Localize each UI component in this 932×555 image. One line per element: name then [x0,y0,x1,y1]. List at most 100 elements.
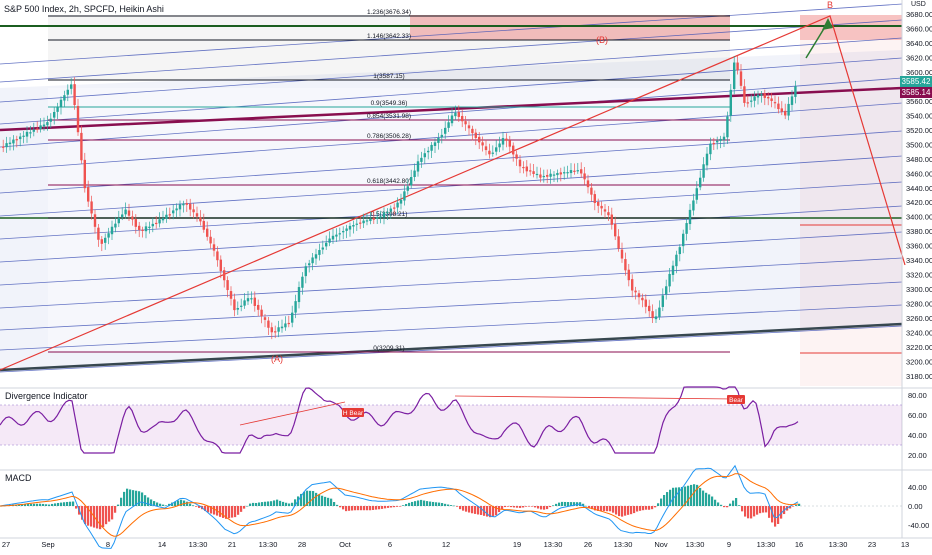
macd-histogram-bar [747,506,750,519]
macd-histogram-bar [495,506,498,516]
symbol-title[interactable]: S&P 500 Index, 2h, SPCFD, Heikin Ashi [4,4,164,14]
macd-histogram-bar [693,484,696,506]
price-tick-label: 3380.00 [906,227,932,236]
macd-histogram-bar [573,502,576,506]
candle-body [733,62,736,89]
candle-body [168,214,171,216]
macd-histogram-bar [354,506,357,511]
macd-histogram-bar [741,506,744,512]
macd-histogram-bar [102,506,105,528]
macd-histogram-bar [72,501,75,506]
candle-body [444,127,447,134]
candle-body [709,143,712,155]
candle-body [216,251,219,261]
candle-body [790,96,794,105]
macd-histogram-bar [426,501,429,506]
candle-body [688,209,692,225]
candle-body [100,239,103,244]
candle-body [641,297,644,301]
macd-histogram-bar [582,503,585,506]
macd-histogram-bar [207,506,210,513]
price-tick-label: 3500.00 [906,140,932,149]
macd-histogram-bar [738,505,741,506]
candle-body [66,89,69,95]
channel-line [0,57,903,125]
price-tick-label: 3240.00 [906,329,932,338]
candle-body [257,304,260,310]
candle-body [250,298,253,300]
macd-histogram-bar [762,506,765,513]
macd-histogram-bar [504,506,507,508]
macd-histogram-bar [48,504,51,506]
candle-body [532,171,535,175]
macd-histogram-bar [516,506,519,508]
macd-histogram-bar [237,506,240,515]
h-bear-tag: H Bear [343,410,364,417]
candle-body [440,134,443,138]
candle-body [117,218,120,224]
candle-body [739,71,743,86]
divergence-pane-title[interactable]: Divergence Indicator [5,391,88,401]
green-arrowhead [822,18,833,30]
candle-body [722,136,726,140]
macd-histogram [0,484,801,530]
macd-histogram-bar [318,494,321,506]
macd-histogram-bar [567,502,570,506]
price-tick-label: 3520.00 [906,126,932,135]
macd-histogram-bar [243,506,246,509]
candle-body [223,270,226,281]
macd-pane-title[interactable]: MACD [5,473,32,483]
candle-body [430,144,433,151]
macd-histogram-bar [111,506,114,520]
macd-histogram-bar [627,506,630,515]
macd-histogram-bar [432,501,435,506]
macd-histogram-bar [150,499,153,506]
macd-histogram-bar [255,502,258,506]
candle-body [175,208,178,211]
candle-body [753,96,756,101]
candle-body [522,166,525,169]
candle-body [83,159,86,189]
macd-histogram-bar [291,502,294,506]
candle-body [246,298,250,302]
candle-body [301,276,304,288]
candle-body [583,173,586,180]
channel-fill [0,50,902,372]
candle-body [206,228,209,237]
candle-body [148,226,151,228]
macd-histogram-bar [177,500,180,506]
macd-histogram-bar [147,497,150,506]
candle-body [229,291,233,299]
macd-histogram-bar [585,505,588,507]
macd-histogram-bar [231,506,234,518]
candle-body [372,218,375,220]
candle-body [471,128,474,134]
macd-histogram-bar [192,505,195,506]
price-tick-label: 3400.00 [906,213,932,222]
macd-histogram-bar [615,506,618,515]
price-tick-label: 3280.00 [906,300,932,309]
macd-histogram-bar [303,491,306,506]
candle-body [287,322,290,325]
currency-label: USD [911,1,926,8]
macd-histogram-bar [249,503,252,506]
macd-histogram-bar [381,506,384,509]
prev-price-tag: 3585.14 [900,87,932,98]
time-tick-label: 6 [388,540,392,549]
candle-body [335,234,338,237]
macd-histogram-bar [645,506,648,510]
candle-body [284,323,287,328]
macd-histogram-bar [465,506,468,512]
main-pane [0,0,902,388]
candle-body [699,177,702,188]
macd-histogram-bar [399,506,402,507]
divergence-tick-label: 80.00 [908,391,927,400]
time-tick-label: 13:30 [757,540,776,549]
candle-body [437,137,440,143]
macd-histogram-bar [300,493,303,506]
price-tick-label: 3600.00 [906,68,932,77]
candle-body [362,220,365,224]
price-tick-label: 3440.00 [906,184,932,193]
candle-body [654,316,658,320]
